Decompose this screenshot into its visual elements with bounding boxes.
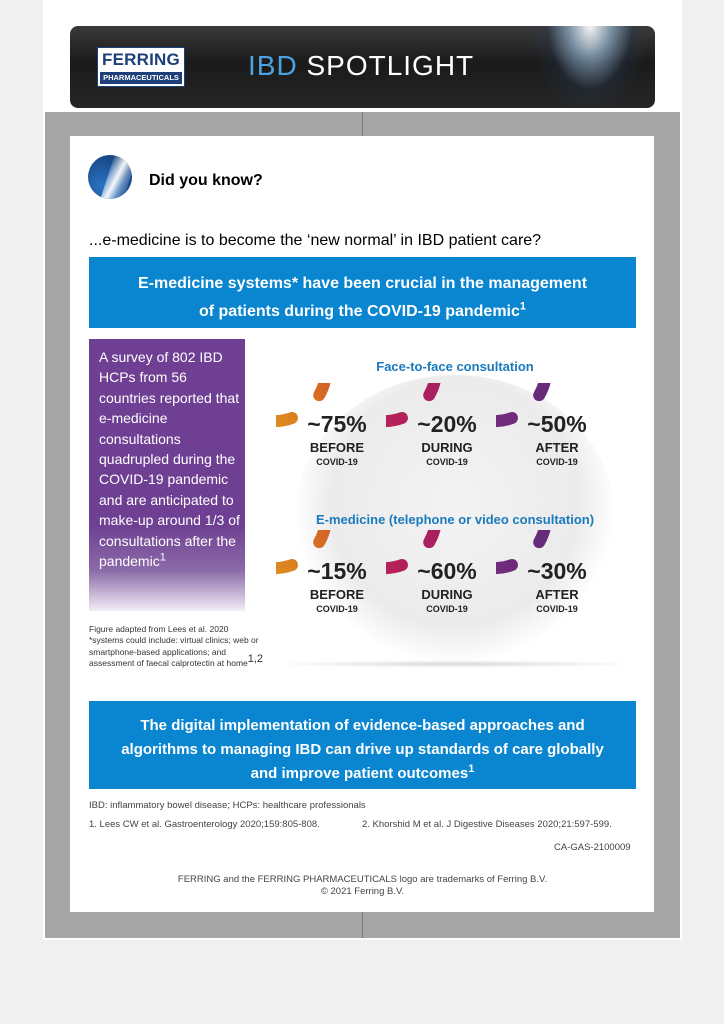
e-medicine-title: E-medicine (telephone or video consultat… xyxy=(315,512,595,527)
conclusion-line-3: and improve patient outcomes1 xyxy=(89,762,636,786)
figure-note-ref: 1,2 xyxy=(247,653,264,666)
headline-box: E-medicine systems* have been crucial in… xyxy=(89,257,636,328)
ring-f2f-during-when: DURING xyxy=(421,440,473,455)
ring-f2f-after-pct: ~50% xyxy=(527,411,587,437)
ring-emed-before: ~15% BEFORE COVID-19 xyxy=(276,530,398,652)
ring-emed-during-pct: ~60% xyxy=(417,558,477,584)
ferring-logo: FERRING PHARMACEUTICALS xyxy=(97,47,185,87)
ring-emed-after-covid: COVID-19 xyxy=(536,604,578,614)
did-you-know-heading: Did you know? xyxy=(149,172,263,189)
banner-title: IBD SPOTLIGHT xyxy=(248,50,474,82)
trademark-line: FERRING and the FERRING PHARMACEUTICALS … xyxy=(177,874,548,885)
trademark-notice: FERRING and the FERRING PHARMACEUTICALS … xyxy=(89,874,636,898)
reference-2: 2. Khorshid M et al. J Digestive Disease… xyxy=(362,819,612,830)
infographic-shadow xyxy=(270,660,640,668)
frame-divider-top xyxy=(362,112,363,136)
document-code: CA-GAS-2100009 xyxy=(554,842,631,853)
ring-f2f-after-when: AFTER xyxy=(535,440,579,455)
figure-note: Figure adapted from Lees et al. 2020 *sy… xyxy=(89,624,269,670)
frame-divider-bottom xyxy=(362,912,363,938)
intro-question: ...e-medicine is to become the ‘new norm… xyxy=(89,232,542,249)
banner-title-prefix: IBD xyxy=(248,50,298,81)
copyright-line: © 2021 Ferring B.V. xyxy=(320,886,405,897)
conclusion-box: The digital implementation of evidence-b… xyxy=(89,701,636,789)
ring-f2f-before-pct: ~75% xyxy=(307,411,367,437)
ring-emed-after-when: AFTER xyxy=(535,587,579,602)
ring-emed-after: ~30% AFTER COVID-19 xyxy=(496,530,618,652)
ring-f2f-during-pct: ~20% xyxy=(417,411,477,437)
consultation-infographic: Face-to-face consultation E-medicine (te… xyxy=(270,345,640,670)
survey-ref: 1 xyxy=(159,551,166,564)
survey-text: A survey of 802 IBD HCPs from 56 countri… xyxy=(99,349,240,570)
globe-background xyxy=(295,375,615,660)
conclusion-line-2: algorithms to managing IBD can drive up … xyxy=(121,741,604,758)
figure-note-systems: *systems could include: virtual clinics;… xyxy=(89,635,269,669)
survey-box: A survey of 802 IBD HCPs from 56 countri… xyxy=(89,339,245,611)
conclusion-line-1: The digital implementation of evidence-b… xyxy=(140,717,585,734)
ring-f2f-before-when: BEFORE xyxy=(309,440,365,455)
abbreviations: IBD: inflammatory bowel disease; HCPs: h… xyxy=(89,800,366,811)
logo-sub-text: PHARMACEUTICALS xyxy=(100,72,182,84)
headline-ref: 1 xyxy=(519,300,527,313)
ring-emed-before-pct: ~15% xyxy=(307,558,367,584)
headline-line-2: of patients during the COVID-19 pandemic… xyxy=(89,298,636,326)
figure-note-source: Figure adapted from Lees et al. 2020 xyxy=(89,624,229,634)
conclusion-line-3-text: and improve patient outcomes xyxy=(250,765,469,782)
banner-title-suffix: SPOTLIGHT xyxy=(306,50,475,81)
ring-f2f-before: ~75% BEFORE COVID-19 xyxy=(276,383,398,505)
ring-emed-during-covid: COVID-19 xyxy=(426,604,468,614)
ring-f2f-during-covid: COVID-19 xyxy=(426,457,468,467)
ring-emed-after-pct: ~30% xyxy=(527,558,587,584)
ring-emed-during: ~60% DURING COVID-19 xyxy=(386,530,508,652)
ring-f2f-during: ~20% DURING COVID-19 xyxy=(386,383,508,505)
headline-line-1: E-medicine systems* have been crucial in… xyxy=(137,275,588,292)
logo-main-text: FERRING xyxy=(102,50,180,69)
ring-emed-before-when: BEFORE xyxy=(309,587,365,602)
conclusion-ref: 1 xyxy=(468,763,475,775)
ring-emed-during-when: DURING xyxy=(421,587,473,602)
ring-f2f-before-covid: COVID-19 xyxy=(316,457,358,467)
figure-note-systems-text: *systems could include: virtual clinics;… xyxy=(89,635,259,669)
ring-f2f-after: ~50% AFTER COVID-19 xyxy=(496,383,618,505)
header-banner: FERRING PHARMACEUTICALS IBD SPOTLIGHT xyxy=(70,26,655,108)
light-beam-graphic xyxy=(500,26,655,108)
ring-f2f-after-covid: COVID-19 xyxy=(536,457,578,467)
ring-emed-before-covid: COVID-19 xyxy=(316,604,358,614)
face-to-face-title: Face-to-face consultation xyxy=(376,359,534,374)
spotlight-icon xyxy=(88,155,132,199)
headline-line-2-text: of patients during the COVID-19 pandemic xyxy=(198,303,520,320)
reference-1: 1. Lees CW et al. Gastroenterology 2020;… xyxy=(89,819,320,830)
